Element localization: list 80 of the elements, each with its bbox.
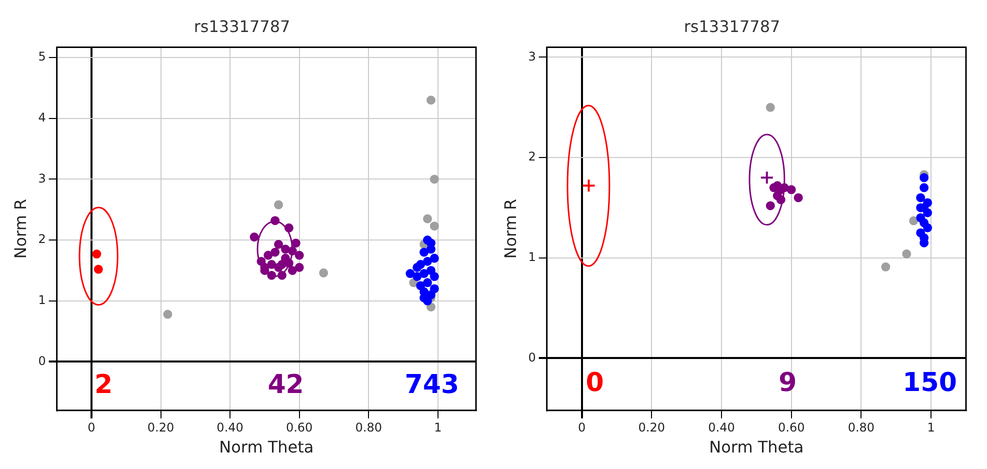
point — [294, 262, 304, 272]
x-tick-label: 0.20 — [638, 420, 665, 435]
point — [274, 240, 284, 249]
point — [920, 183, 929, 192]
chart-title: rs13317787 — [194, 16, 290, 36]
annotation: 42 — [268, 370, 304, 400]
point — [294, 250, 304, 260]
point — [416, 281, 426, 290]
x-tick-label: 1 — [927, 420, 935, 435]
point — [250, 232, 259, 242]
point — [920, 173, 929, 182]
point — [760, 170, 774, 185]
point — [423, 278, 432, 288]
chart-title: rs13317787 — [684, 16, 780, 36]
y-axis-title: Norm R — [500, 198, 520, 259]
point — [430, 254, 439, 263]
point — [909, 216, 918, 226]
annotation: 0 — [586, 368, 604, 398]
y-tick-label: 2 — [528, 150, 536, 164]
point — [430, 174, 439, 184]
x-tick-label: 0.40 — [216, 420, 244, 435]
x-tick-label: 0.40 — [708, 420, 735, 435]
point — [291, 238, 300, 248]
point — [163, 310, 172, 319]
point — [92, 250, 102, 259]
y-tick-label: 5 — [38, 50, 46, 64]
x-axis-title: Norm Theta — [709, 438, 804, 457]
x-tick-label: 0 — [88, 420, 96, 435]
point — [274, 262, 284, 272]
point — [430, 272, 439, 282]
x-axis-title: Norm Theta — [219, 438, 314, 457]
point — [280, 244, 290, 254]
point — [94, 264, 103, 274]
y-tick-label: 0 — [38, 354, 46, 368]
y-tick-label: 3 — [38, 171, 46, 186]
point — [423, 214, 432, 224]
point — [412, 262, 422, 272]
point — [267, 260, 276, 269]
x-tick-label: 0.20 — [147, 420, 174, 435]
annotation: 150 — [902, 368, 957, 398]
x-tick-label: 0.80 — [355, 420, 382, 435]
annotation: 9 — [778, 368, 797, 398]
x-tick-label: 0.60 — [286, 420, 313, 435]
point — [426, 96, 436, 105]
point — [794, 193, 803, 202]
point — [420, 269, 429, 278]
x-tick-label: 0 — [578, 420, 586, 435]
x-tick-label: 0.80 — [848, 420, 875, 435]
x-tick-label: 1 — [434, 420, 442, 435]
point — [412, 272, 422, 282]
point — [916, 193, 926, 202]
annotation: 2 — [94, 370, 113, 400]
point — [582, 178, 596, 193]
annotation: 743 — [404, 370, 460, 400]
y-tick-label: 4 — [38, 110, 46, 125]
point — [766, 102, 775, 112]
point — [923, 223, 932, 232]
point — [264, 250, 273, 260]
point — [426, 290, 436, 300]
point — [923, 198, 932, 208]
y-tick-label: 3 — [528, 49, 536, 64]
point — [902, 249, 912, 258]
point — [923, 208, 932, 218]
point — [274, 200, 284, 210]
point — [786, 185, 796, 194]
y-tick-label: 1 — [38, 293, 46, 308]
point — [270, 248, 280, 257]
y-tick-label: 2 — [38, 232, 46, 246]
point — [881, 262, 890, 272]
y-tick-label: 1 — [528, 250, 536, 264]
point — [406, 269, 415, 278]
point — [420, 248, 429, 257]
point — [766, 201, 775, 210]
point — [288, 266, 297, 275]
y-axis-title: Norm R — [10, 198, 30, 259]
point — [423, 256, 432, 266]
point — [430, 222, 439, 231]
y-tick-label: 0 — [528, 350, 536, 364]
point — [319, 268, 328, 278]
x-tick-label: 0.60 — [778, 420, 805, 435]
